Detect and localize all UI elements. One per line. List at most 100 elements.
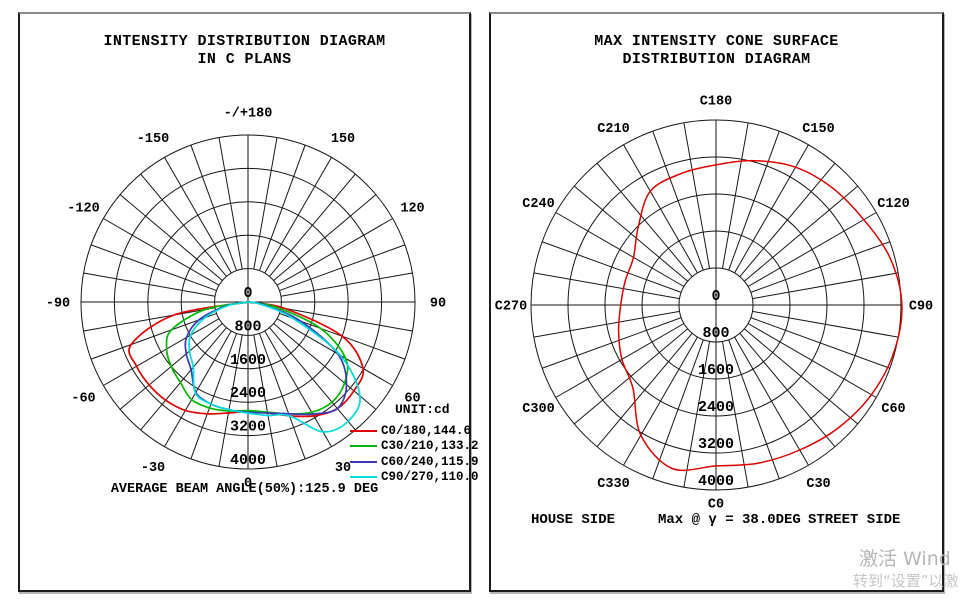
radial-tick-label: 0 bbox=[711, 288, 720, 305]
grid-spoke bbox=[218, 137, 243, 270]
legend-label-c0-180: C0/180,144.6 bbox=[381, 423, 472, 438]
grid-spoke bbox=[119, 194, 223, 281]
angle-label: -90 bbox=[46, 297, 70, 312]
grid-spoke bbox=[264, 330, 332, 447]
angle-label: C90 bbox=[909, 300, 933, 315]
angle-label: C330 bbox=[597, 477, 629, 492]
radial-tick-label: 4000 bbox=[230, 452, 266, 469]
angle-label: C270 bbox=[495, 300, 527, 315]
grid-spoke bbox=[164, 330, 232, 447]
grid-spoke bbox=[739, 162, 836, 277]
grid-spoke bbox=[280, 272, 413, 297]
grid-spoke bbox=[103, 318, 220, 386]
grid-spoke bbox=[276, 218, 393, 286]
left-chart-title-line2: IN C PLANS bbox=[197, 51, 292, 68]
angle-label: 60 bbox=[404, 392, 420, 407]
grid-spoke bbox=[276, 318, 393, 386]
legend: UNIT:cd C0/180,144.6 C30/210,133.2 C60/2… bbox=[350, 402, 479, 486]
grid-spoke bbox=[728, 339, 780, 480]
grid-spoke bbox=[264, 157, 332, 274]
grid-spoke bbox=[280, 307, 413, 332]
right-chart-footer: HOUSE SIDE Max @ γ = 38.0DEG STREET SIDE bbox=[491, 512, 942, 530]
angle-label: C30 bbox=[806, 477, 830, 492]
house-side-label: HOUSE SIDE bbox=[531, 512, 616, 528]
right-chart-title-line2: DISTRIBUTION DIAGRAM bbox=[622, 51, 811, 68]
grid-spoke bbox=[573, 328, 688, 425]
series-C60-240 bbox=[184, 301, 348, 416]
legend-unit-label: UNIT:cd bbox=[395, 402, 450, 417]
grid-spoke bbox=[683, 341, 711, 488]
grid-spoke bbox=[555, 323, 685, 398]
radial-tick-label: 3200 bbox=[230, 419, 266, 436]
grid-spoke bbox=[269, 173, 356, 277]
grid-spoke bbox=[190, 333, 238, 460]
grid-spoke bbox=[652, 130, 704, 271]
grid-spoke bbox=[752, 310, 899, 338]
legend-swatch-c0-180 bbox=[350, 429, 377, 432]
angle-label: 120 bbox=[400, 202, 424, 217]
grid-spoke bbox=[190, 144, 238, 271]
legend-row-c0-180: C0/180,144.6 bbox=[350, 423, 478, 439]
angle-label: -120 bbox=[67, 202, 99, 217]
radial-tick-label: 4000 bbox=[698, 473, 734, 490]
grid-spoke bbox=[273, 323, 377, 410]
grid-spoke bbox=[652, 339, 704, 480]
radial-tick-label: 800 bbox=[234, 318, 261, 335]
grid-spoke bbox=[541, 317, 682, 369]
angle-label: -/+180 bbox=[224, 107, 273, 122]
grid-spoke bbox=[747, 212, 877, 287]
angle-label: -30 bbox=[141, 461, 165, 476]
left-chart-title: INTENSITY DISTRIBUTION DIAGRAM IN C PLAN… bbox=[20, 33, 469, 69]
legend-row-c90-270: C90/270,110.0 bbox=[350, 470, 479, 486]
angle-label: 150 bbox=[331, 132, 355, 147]
grid-spoke bbox=[83, 272, 216, 297]
grid-spoke bbox=[739, 333, 836, 448]
grid-spoke bbox=[721, 341, 749, 488]
angle-label: C60 bbox=[881, 402, 905, 417]
grid-spoke bbox=[734, 144, 809, 274]
angle-label: C210 bbox=[597, 122, 629, 137]
radial-tick-label: 800 bbox=[702, 325, 729, 342]
intensity-distribution-panel: INTENSITY DISTRIBUTION DIAGRAM IN C PLAN… bbox=[18, 12, 479, 592]
angle-label: -150 bbox=[137, 132, 169, 147]
grid-spoke bbox=[269, 327, 356, 431]
grid-spoke bbox=[258, 333, 306, 460]
street-side-label: STREET SIDE bbox=[808, 512, 901, 528]
angle-label: C180 bbox=[700, 95, 732, 110]
angle-label: C0 bbox=[708, 498, 724, 513]
angle-label: C120 bbox=[877, 197, 909, 212]
max-gamma-label: Max @ γ = 38.0DEG bbox=[658, 512, 801, 528]
grid-spoke bbox=[744, 185, 859, 282]
radial-tick-label: 0 bbox=[243, 285, 252, 302]
grid-spoke bbox=[623, 336, 698, 466]
radial-tick-label: 1600 bbox=[698, 362, 734, 379]
angle-label: -60 bbox=[71, 392, 95, 407]
intensity-polar-chart: -/+180 150 120 90 60 30 0 -30 -60 -90 -120 -150 0 800… bbox=[46, 107, 446, 492]
angle-label: 90 bbox=[430, 297, 446, 312]
angle-label: C150 bbox=[802, 122, 834, 137]
grid-spoke bbox=[273, 194, 377, 281]
grid-spoke bbox=[83, 307, 216, 332]
grid-spoke bbox=[596, 333, 693, 448]
grid-spoke bbox=[747, 323, 877, 398]
left-chart-title-line1: INTENSITY DISTRIBUTION DIAGRAM bbox=[103, 33, 386, 50]
legend-row-c60-240: C60/240,115.9 bbox=[350, 454, 479, 470]
grid-spoke bbox=[533, 272, 680, 300]
grid-spoke bbox=[140, 173, 227, 277]
legend-swatch-c60-240 bbox=[350, 460, 377, 463]
grid-spoke bbox=[573, 185, 688, 282]
angle-label: C300 bbox=[522, 402, 554, 417]
legend-label-c60-240: C60/240,115.9 bbox=[381, 454, 479, 469]
angle-label: 0 bbox=[244, 477, 252, 492]
grid-spoke bbox=[623, 144, 698, 274]
max-intensity-cone-panel: MAX INTENSITY CONE SURFACE DISTRIBUTION … bbox=[489, 12, 944, 592]
radial-tick-label: 3200 bbox=[698, 436, 734, 453]
series-C90-270 bbox=[188, 301, 361, 433]
radial-tick-label: 1600 bbox=[230, 352, 266, 369]
legend-swatch-c90-270 bbox=[350, 476, 377, 479]
grid-spoke bbox=[750, 317, 891, 369]
grid-spoke bbox=[721, 122, 749, 269]
grid-spoke bbox=[258, 144, 306, 271]
